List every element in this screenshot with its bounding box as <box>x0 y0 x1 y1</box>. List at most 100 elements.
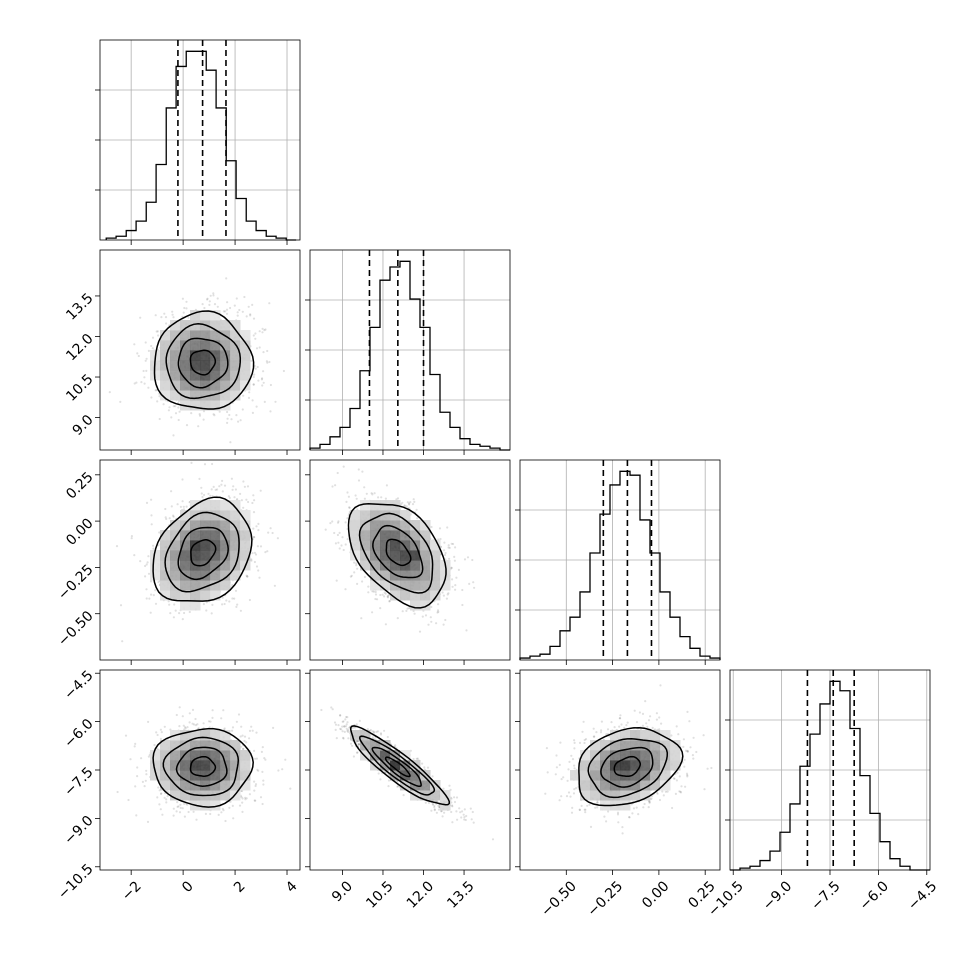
density-bin <box>200 390 211 401</box>
density-bin <box>420 590 431 601</box>
density-bin <box>170 560 181 571</box>
histogram-panel <box>725 669 931 875</box>
scatter-point <box>424 614 428 617</box>
density-bin <box>430 550 441 561</box>
scatter-point <box>172 616 175 619</box>
scatter-point <box>336 471 339 475</box>
scatter-point <box>171 310 174 313</box>
density-bin <box>210 510 221 521</box>
scatter-point <box>329 522 332 525</box>
scatter-point <box>444 553 447 557</box>
scatter-point <box>187 316 190 319</box>
density-bin <box>210 580 221 591</box>
scatter-point <box>276 537 279 540</box>
scatter-point <box>253 749 256 753</box>
scatter-point <box>181 297 184 300</box>
density-bin <box>400 580 411 591</box>
scatter-point <box>147 555 150 558</box>
scatter-point <box>258 576 261 579</box>
density-bin <box>370 540 381 551</box>
density-bin <box>180 550 191 561</box>
scatter-point <box>241 810 244 814</box>
density-bin <box>160 390 171 401</box>
scatter-point <box>251 501 254 505</box>
scatter-point <box>251 411 254 414</box>
density-bin <box>190 320 201 331</box>
scatter-point <box>372 590 375 593</box>
contour-line <box>177 526 229 581</box>
scatter-point <box>357 479 361 482</box>
density-bin <box>190 370 201 381</box>
scatter-point <box>150 523 153 526</box>
scatter-point <box>212 292 215 295</box>
scatter-point <box>252 375 255 379</box>
density-bin <box>240 540 251 551</box>
contour-line <box>165 323 242 400</box>
scatter-point <box>269 527 272 530</box>
scatter-point <box>202 722 205 725</box>
scatter-point <box>261 331 264 334</box>
scatter-point <box>234 488 237 491</box>
density-bin <box>240 370 251 381</box>
density-bin <box>180 390 191 401</box>
scatter-point <box>255 347 259 350</box>
scatter-point <box>152 547 155 550</box>
density-bin <box>180 370 191 381</box>
scatter-point <box>357 468 360 471</box>
scatter-point <box>450 566 453 570</box>
scatter-point <box>241 734 244 737</box>
scatter-point <box>255 405 258 408</box>
density-bin <box>180 350 191 361</box>
scatter-point <box>443 549 446 552</box>
scatter-point <box>213 303 217 306</box>
scatter-point <box>222 310 225 313</box>
scatter-point <box>245 498 248 501</box>
scatter-point <box>133 554 136 557</box>
scatter-point <box>191 708 195 712</box>
scatter-point <box>200 486 203 489</box>
density-bin <box>200 550 211 561</box>
scatter-point <box>134 785 137 788</box>
scatter-point <box>452 542 455 546</box>
scatter-point <box>197 727 200 730</box>
density-bin <box>160 360 171 371</box>
scatter-point <box>169 612 172 615</box>
scatter-point <box>406 607 409 610</box>
scatter-point <box>210 488 213 491</box>
scatter-point <box>406 501 409 504</box>
density-bin <box>170 320 181 331</box>
scatter-point <box>233 496 236 499</box>
contour-line <box>152 496 253 602</box>
scatter-point <box>245 315 248 318</box>
scatter-point <box>356 508 359 511</box>
scatter-point <box>247 500 250 504</box>
scatter-point <box>176 805 179 809</box>
density-bin <box>190 390 201 401</box>
density-bin <box>370 570 381 581</box>
scatter-point <box>337 541 340 544</box>
scatter-point <box>177 406 180 409</box>
scatter-point <box>442 594 445 597</box>
scatter-point <box>445 597 448 600</box>
scatter-point <box>168 517 171 520</box>
scatter-point <box>212 413 215 416</box>
scatter-point <box>355 562 358 565</box>
density-bin <box>390 550 401 561</box>
scatter-point <box>172 434 175 437</box>
density-bin <box>200 380 211 391</box>
scatter-point <box>350 574 353 577</box>
scatter-point <box>121 640 124 643</box>
scatter-point <box>454 584 457 587</box>
density-bin <box>410 570 421 581</box>
scatter-point <box>124 734 128 737</box>
scatter-point <box>150 396 153 399</box>
density-bin <box>230 540 241 551</box>
scatter-point <box>371 493 374 496</box>
density-bin <box>210 360 221 371</box>
density-bin <box>220 520 231 531</box>
scatter-point <box>139 560 142 563</box>
density-bin <box>360 510 371 521</box>
scatter-point <box>447 546 450 549</box>
density-bin <box>160 580 171 591</box>
